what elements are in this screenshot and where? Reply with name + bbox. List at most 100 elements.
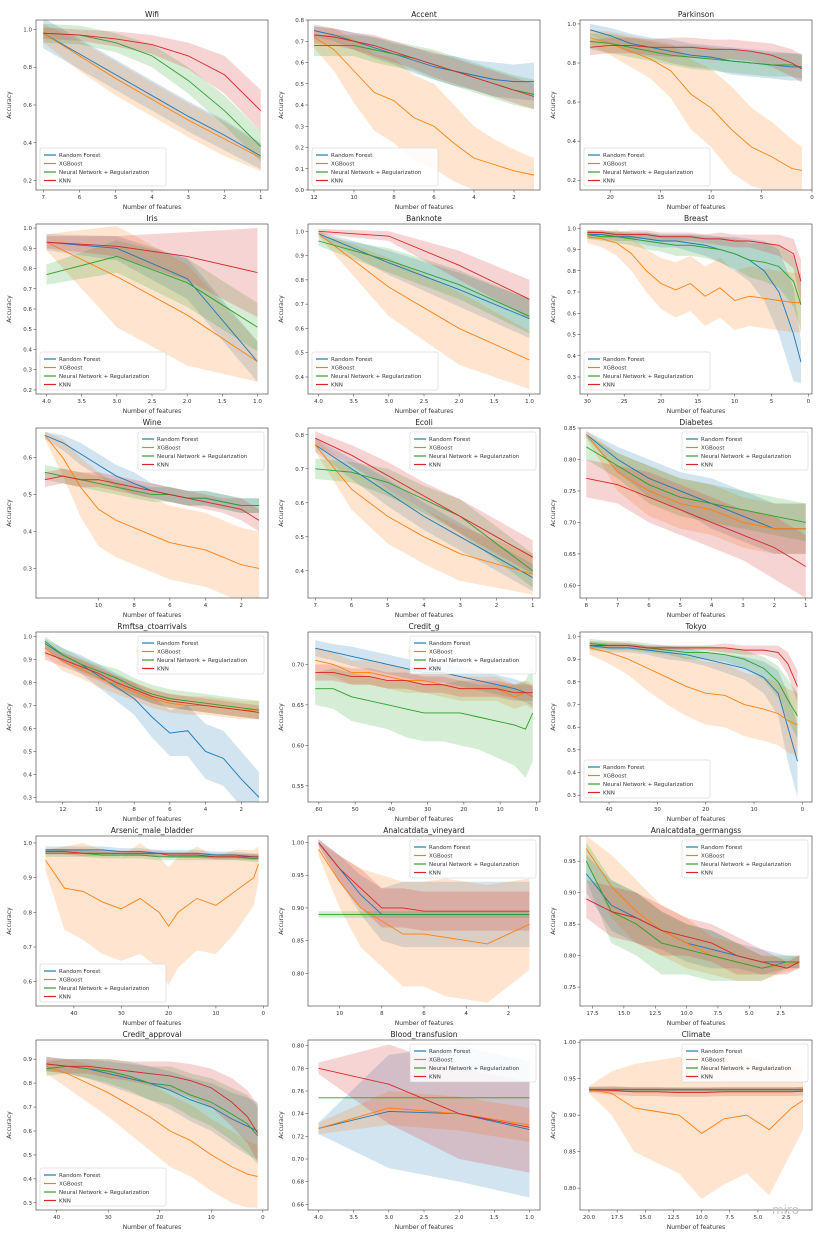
y-tick-label: 0.80	[292, 971, 305, 977]
line-random-forest	[318, 1110, 530, 1130]
y-tick-label: 1.0	[23, 27, 32, 33]
line-knn	[587, 232, 802, 282]
y-tick-label: 0.3	[567, 793, 576, 799]
legend-entry: KNN	[59, 995, 71, 1001]
chart-svg-parkinson: Parkinson 20 15 10 5 0 0.2 0.4 0.6 0.8 1.0 Number o…	[550, 10, 814, 211]
y-tick-label: 0.9	[295, 254, 304, 260]
x-tick-label: 3.5	[77, 399, 86, 405]
legend-entry: Neural Network + Regularization	[701, 1066, 792, 1072]
band-xgboost	[589, 641, 798, 757]
chart-blood-transfusion: Blood_transfusion 4.0 3.5 3.0 2.5 2.0 1.5 1.0 0.…	[274, 1028, 546, 1232]
line-xgboost	[589, 37, 802, 171]
legend-entry: KNN	[701, 463, 713, 469]
band-xgboost	[43, 23, 261, 172]
x-tick-label: 2	[223, 195, 227, 201]
line-random-forest	[318, 233, 530, 320]
chart-title: Breast	[684, 214, 708, 223]
x-tick-label: 20.0	[583, 1215, 596, 1221]
x-axis-label: Number of features	[123, 1020, 182, 1027]
band-xgboost	[586, 431, 806, 554]
y-tick-label: 0.8	[295, 278, 304, 284]
x-tick-label: 2	[773, 603, 777, 609]
x-axis-label: Number of features	[667, 1224, 726, 1231]
chart-svg-arsenic-male-bladder: Arsenic_male_bladder 40 30 20 10 0 0.6 0.7 0.8 0.…	[6, 826, 269, 1027]
y-tick-label: 0.6	[295, 501, 304, 507]
y-tick-label: 0.0	[295, 188, 304, 194]
x-tick-label: 8	[132, 807, 136, 813]
y-tick-label: 0.6	[23, 456, 32, 462]
y-tick-label: 0.66	[292, 1202, 305, 1208]
x-tick-label: 0	[807, 399, 811, 405]
line-xgboost	[318, 1107, 530, 1129]
x-tick-label: 6	[432, 195, 436, 201]
legend-entry: XGBoost	[603, 774, 627, 780]
line-xgboost	[315, 659, 533, 698]
legend-entry: Random Forest	[59, 357, 101, 363]
legend: Random Forest XGBoost Neural Network + Reg…	[39, 147, 167, 187]
band-random-forest	[43, 20, 261, 170]
band-xgboost	[44, 431, 260, 598]
legend-entry: Neural Network + Regularization	[701, 454, 792, 460]
y-tick-label: 0.6	[23, 726, 32, 732]
x-tick-label: 40	[70, 1011, 77, 1017]
line-random-forest	[43, 32, 261, 157]
chart-analcatdata-vineyard: Analcatdata_vineyard 10 8 6 4 2 0.80 0.85 0.90 0.…	[274, 824, 546, 1028]
legend: Random Forest XGBoost Neural Network + Reg…	[137, 431, 265, 471]
legend-entry: XGBoost	[603, 162, 627, 168]
band-knn	[318, 228, 530, 319]
legend-entry: Random Forest	[429, 437, 471, 443]
x-tick-label: 15.0	[618, 1011, 631, 1017]
chart-svg-credit-g: Credit_g 60 50 40 30 20 10 0 0.55 0.60 0.65 0.70 Num…	[278, 622, 541, 823]
x-tick-label: 6	[422, 1011, 426, 1017]
x-tick-label: 12.5	[649, 1011, 662, 1017]
x-tick-label: 5	[679, 603, 683, 609]
line-neural-network-regularization	[587, 234, 802, 305]
x-tick-label: 15	[657, 195, 664, 201]
x-tick-label: 2.5	[420, 1215, 429, 1221]
x-tick-label: 40	[606, 807, 613, 813]
legend-entry: Random Forest	[331, 153, 373, 159]
y-tick-label: 0.7	[23, 704, 32, 710]
band-neural-network-regularization	[586, 434, 806, 542]
x-tick-label: 2.5	[782, 1215, 791, 1221]
x-tick-label: 4	[422, 603, 426, 609]
band-xgboost	[318, 231, 530, 390]
y-tick-label: 0.9	[567, 248, 576, 254]
x-axis-label: Number of features	[667, 408, 726, 415]
x-axis-label: Number of features	[395, 816, 454, 823]
line-neural-network-regularization	[46, 1065, 259, 1137]
legend-entry: Neural Network + Regularization	[59, 374, 150, 380]
x-tick-label: 30	[424, 807, 431, 813]
legend-entry: KNN	[701, 871, 713, 877]
line-xgboost	[585, 848, 800, 969]
band-xgboost	[315, 648, 533, 709]
chart-rmftsa-ctoarrivals: Rmftsa_ctoarrivals 12 10 8 6 4 2 0.3 0.4 0.5 0.6 0.…	[2, 620, 274, 824]
band-neural-network-regularization	[315, 664, 533, 778]
x-tick-label: 20	[460, 807, 467, 813]
y-axis-label: Accuracy	[278, 907, 285, 935]
x-axis-label: Number of features	[667, 204, 726, 211]
y-axis-label: Accuracy	[6, 703, 13, 731]
band-neural-network-regularization	[44, 636, 260, 720]
x-tick-label: 20	[607, 195, 614, 201]
chart-iris: Iris 4.0 3.5 3.0 2.5 2.0 1.5 1.0 0.2 0.3 0.4 0.5 0.6…	[2, 212, 274, 416]
y-axis-label: Accuracy	[550, 295, 557, 323]
x-axis-label: Number of features	[395, 204, 454, 211]
x-tick-label: 6	[168, 807, 172, 813]
legend-entry: KNN	[429, 1075, 441, 1081]
chart-svg-wine: Wine 10 8 6 4 2 0.3 0.4 0.5 0.6 Number of features…	[6, 418, 269, 619]
y-axis-label: Accuracy	[550, 91, 557, 119]
y-tick-label: 0.80	[564, 954, 577, 960]
x-tick-label: 30	[654, 807, 661, 813]
legend-entry: Neural Network + Regularization	[59, 986, 150, 992]
y-tick-label: 0.4	[23, 141, 32, 147]
legend-entry: Neural Network + Regularization	[603, 374, 694, 380]
line-knn	[44, 652, 260, 713]
band-knn	[46, 228, 258, 318]
y-tick-label: 0.7	[295, 302, 304, 308]
plot-frame	[35, 1039, 269, 1211]
legend-entry: XGBoost	[157, 446, 181, 452]
x-tick-label: 6	[647, 603, 651, 609]
x-tick-label: 1	[531, 603, 535, 609]
x-tick-label: 0	[262, 1011, 266, 1017]
